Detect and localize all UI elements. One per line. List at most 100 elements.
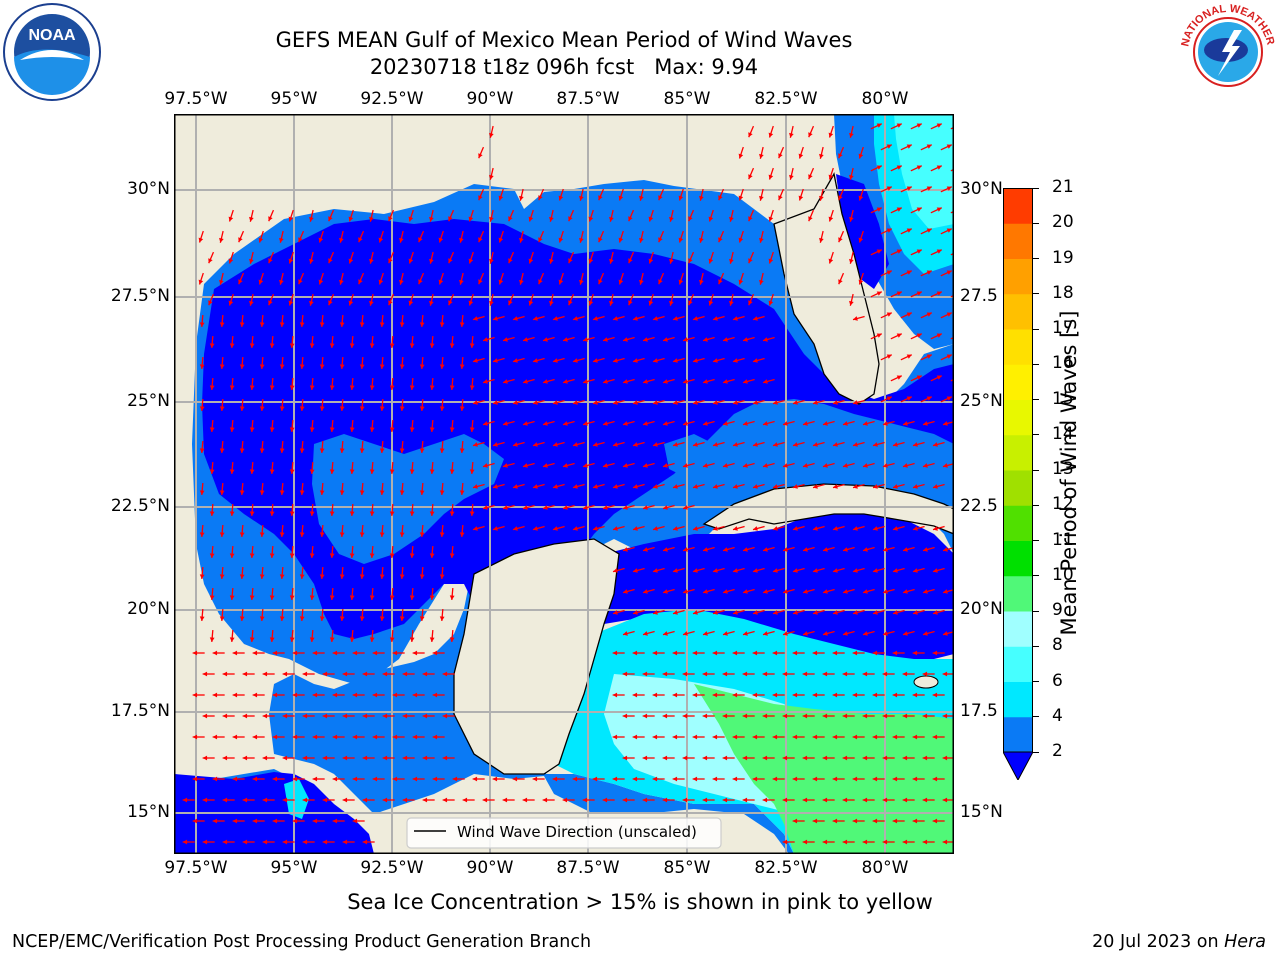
wind-wave-arrow	[870, 123, 883, 130]
footer-host: Hera	[1224, 932, 1266, 952]
wind-wave-arrow	[752, 525, 765, 531]
wind-wave-arrow	[872, 650, 885, 656]
wind-wave-arrow	[532, 315, 545, 321]
wind-wave-arrow	[628, 293, 635, 306]
wind-wave-arrow	[702, 797, 715, 803]
wind-wave-arrow	[920, 354, 933, 361]
wind-wave-arrow	[652, 315, 665, 321]
wind-wave-arrow	[279, 314, 285, 328]
wind-wave-arrow	[618, 272, 624, 285]
wind-wave-arrow	[852, 692, 865, 698]
wind-wave-arrow	[858, 146, 864, 159]
wind-wave-arrow	[399, 440, 405, 454]
wind-wave-arrow	[432, 776, 445, 782]
wind-wave-arrow	[252, 818, 265, 824]
bottom-longitude-label: 82.5°W	[754, 858, 818, 878]
wind-wave-arrow	[319, 398, 325, 412]
wind-wave-arrow	[439, 440, 445, 454]
wind-wave-arrow	[832, 818, 845, 824]
wind-wave-arrow	[658, 188, 665, 201]
wind-wave-arrow	[822, 420, 835, 426]
wind-wave-arrow	[882, 630, 895, 636]
colorbar-band	[1003, 329, 1033, 365]
wind-wave-arrow	[472, 441, 485, 447]
wind-wave-arrow	[229, 629, 235, 643]
wind-wave-arrow	[738, 230, 744, 243]
wind-wave-arrow	[920, 144, 933, 151]
wind-wave-arrow	[702, 755, 715, 761]
wind-wave-arrow	[262, 713, 275, 719]
wind-wave-arrow	[702, 630, 715, 636]
caribbean-core	[594, 509, 954, 664]
wind-wave-arrow	[482, 504, 495, 510]
wind-wave-arrow	[522, 378, 535, 384]
wind-wave-arrow	[299, 608, 305, 622]
wind-wave-arrow	[332, 734, 345, 740]
left-latitude-label: 27.5°N	[110, 286, 170, 306]
wind-wave-arrow	[622, 378, 635, 384]
wind-wave-arrow	[429, 587, 435, 601]
wind-wave-arrow	[708, 209, 714, 222]
wind-wave-arrow	[369, 461, 375, 475]
wind-wave-arrow	[249, 209, 254, 222]
top-longitude-label: 97.5°W	[164, 89, 228, 109]
wind-wave-arrow	[932, 483, 945, 489]
wind-wave-arrow	[652, 734, 665, 740]
left-latitude-label: 17.5°N	[110, 701, 170, 721]
wind-wave-arrow	[822, 839, 835, 845]
wind-wave-arrow	[828, 167, 834, 180]
colorbar-band	[1003, 540, 1033, 577]
wind-wave-arrow	[622, 797, 635, 803]
wind-wave-arrow	[259, 440, 265, 454]
wind-wave-arrow	[772, 441, 785, 447]
wind-wave-arrow	[552, 399, 565, 405]
wind-wave-arrow	[512, 315, 525, 321]
wind-wave-arrow	[792, 734, 805, 740]
wind-wave-arrow	[738, 146, 744, 159]
wind-wave-arrow	[702, 336, 715, 342]
wind-wave-arrow	[502, 420, 515, 426]
wind-wave-arrow	[940, 354, 953, 361]
wind-wave-arrow	[432, 650, 445, 656]
wind-wave-arrow	[262, 797, 275, 803]
wind-wave-arrow	[852, 441, 865, 447]
wind-wave-arrow	[692, 776, 705, 782]
wind-wave-arrow	[558, 272, 564, 285]
wind-wave-arrow	[759, 230, 764, 243]
colorbar-label: 14	[1052, 423, 1074, 444]
wind-wave-arrow	[339, 314, 345, 328]
wind-wave-arrow	[682, 378, 695, 384]
wind-wave-arrow	[292, 818, 305, 824]
right-latitude-label: 22.5	[960, 496, 998, 516]
wind-wave-arrow	[212, 692, 225, 698]
wind-wave-arrow	[692, 441, 705, 447]
wind-wave-arrow	[342, 671, 355, 677]
wind-wave-arrow	[812, 692, 825, 698]
bottom-longitude-label: 90°W	[466, 858, 514, 878]
wind-wave-arrow	[219, 566, 225, 580]
wind-wave-arrow	[222, 671, 235, 677]
wind-wave-arrow	[712, 567, 725, 573]
wind-wave-arrow	[808, 167, 815, 180]
wind-wave-arrow	[792, 609, 805, 615]
right-latitude-label: 25°N	[960, 391, 1003, 411]
wind-wave-arrow	[732, 609, 745, 615]
wind-wave-arrow	[469, 503, 475, 517]
wind-wave-arrow	[782, 420, 795, 426]
wind-wave-arrow	[742, 420, 755, 426]
wind-wave-arrow	[369, 335, 375, 349]
wind-wave-arrow	[389, 503, 395, 517]
wind-wave-arrow	[902, 671, 915, 677]
wind-wave-arrow	[242, 839, 255, 845]
wind-wave-arrow	[472, 357, 485, 363]
wind-wave-arrow	[880, 144, 893, 151]
wind-wave-arrow	[762, 546, 775, 552]
wind-wave-arrow	[289, 419, 295, 433]
wind-wave-arrow	[352, 818, 365, 824]
wind-wave-arrow	[902, 546, 915, 552]
wind-wave-arrow	[682, 797, 695, 803]
wind-wave-arrow	[642, 462, 655, 468]
wind-wave-arrow	[512, 483, 525, 489]
wind-wave-arrow	[588, 293, 594, 306]
wind-wave-arrow	[319, 524, 325, 538]
